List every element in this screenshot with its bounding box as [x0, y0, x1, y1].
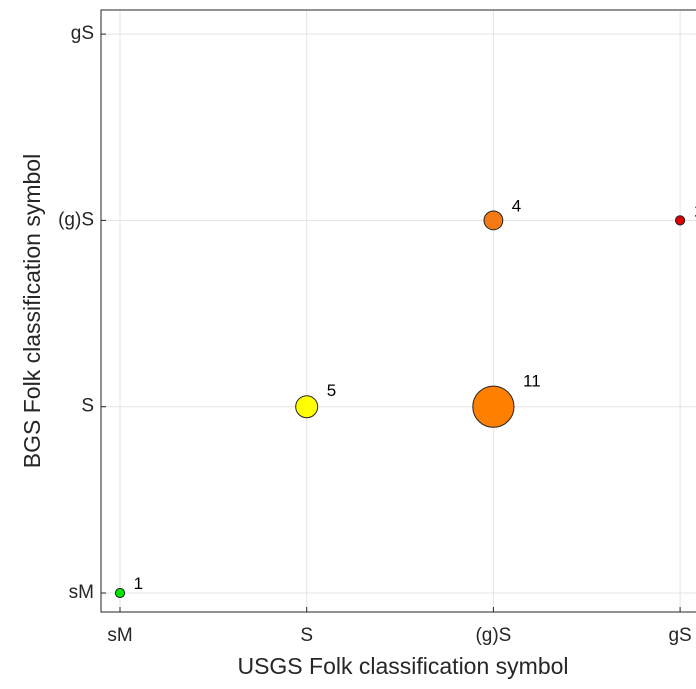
x-axis-label: USGS Folk classification symbol — [237, 653, 568, 679]
bubble-label: 5 — [327, 381, 336, 400]
y-axis-label: BGS Folk classification symbol — [19, 154, 45, 468]
y-tick-label: (g)S — [58, 209, 94, 230]
plot-area — [101, 10, 696, 612]
y-tick-label: sM — [69, 582, 94, 603]
x-tick-label: gS — [668, 625, 691, 646]
bubble — [675, 215, 686, 226]
x-tick-label: sM — [107, 625, 132, 646]
plot-frame — [100, 9, 696, 613]
x-tick-label: (g)S — [475, 625, 511, 646]
x-tick-label: S — [300, 625, 313, 646]
bubble — [295, 395, 319, 419]
bubble — [472, 385, 515, 428]
bubble-label: 11 — [523, 372, 541, 391]
bubble — [114, 587, 126, 599]
bubble-label: 1 — [134, 574, 143, 593]
bubble-label: 4 — [512, 196, 521, 215]
y-tick-label: S — [81, 396, 94, 417]
bubble — [483, 210, 504, 231]
y-tick-label: gS — [71, 23, 94, 44]
bubble-label: 1 — [694, 201, 696, 220]
